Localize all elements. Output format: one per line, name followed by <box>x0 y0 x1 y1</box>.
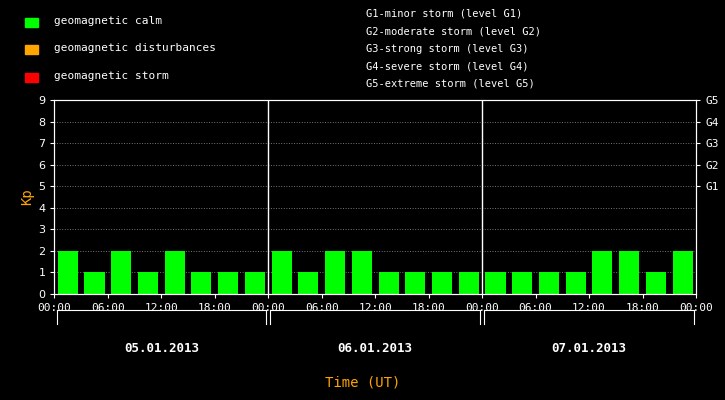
Bar <box>111 251 131 294</box>
Bar <box>325 251 345 294</box>
Bar <box>218 272 239 294</box>
Text: G3-strong storm (level G3): G3-strong storm (level G3) <box>366 44 529 54</box>
Bar <box>486 272 505 294</box>
Text: G4-severe storm (level G4): G4-severe storm (level G4) <box>366 61 529 71</box>
Bar <box>619 251 639 294</box>
Bar <box>25 73 38 82</box>
Text: geomagnetic calm: geomagnetic calm <box>54 16 162 26</box>
Bar <box>352 251 372 294</box>
Bar <box>512 272 532 294</box>
Bar <box>566 272 586 294</box>
Bar <box>138 272 158 294</box>
Text: 07.01.2013: 07.01.2013 <box>552 342 626 354</box>
Bar <box>432 272 452 294</box>
Y-axis label: Kp: Kp <box>20 189 34 205</box>
Text: G2-moderate storm (level G2): G2-moderate storm (level G2) <box>366 26 542 36</box>
Bar <box>25 18 38 27</box>
Text: geomagnetic storm: geomagnetic storm <box>54 71 169 81</box>
Text: G5-extreme storm (level G5): G5-extreme storm (level G5) <box>366 78 535 88</box>
Bar <box>245 272 265 294</box>
Text: G1-minor storm (level G1): G1-minor storm (level G1) <box>366 9 523 18</box>
Text: Time (UT): Time (UT) <box>325 376 400 390</box>
Bar <box>673 251 692 294</box>
Bar <box>539 272 559 294</box>
Bar <box>459 272 478 294</box>
Bar <box>191 272 212 294</box>
Bar <box>84 272 104 294</box>
Bar <box>25 45 38 54</box>
Text: 05.01.2013: 05.01.2013 <box>124 342 199 354</box>
Bar <box>58 251 78 294</box>
Text: 06.01.2013: 06.01.2013 <box>338 342 413 354</box>
Text: geomagnetic disturbances: geomagnetic disturbances <box>54 43 216 53</box>
Bar <box>405 272 426 294</box>
Bar <box>165 251 185 294</box>
Bar <box>378 272 399 294</box>
Bar <box>592 251 613 294</box>
Bar <box>272 251 291 294</box>
Bar <box>298 272 318 294</box>
Bar <box>646 272 666 294</box>
